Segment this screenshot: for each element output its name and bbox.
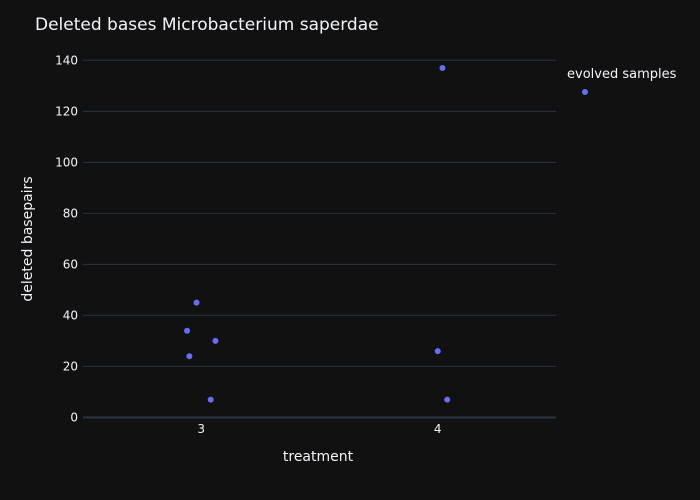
y-tick-label: 0 (70, 410, 78, 424)
y-axis-title: deleted basepairs (20, 176, 36, 301)
data-point[interactable] (439, 64, 446, 71)
y-tick-label: 140 (55, 53, 78, 67)
y-tick-label: 60 (63, 257, 78, 271)
x-axis-title: treatment (283, 449, 354, 465)
data-points[interactable] (184, 64, 451, 403)
y-tick-label: 20 (63, 359, 78, 373)
y-tick-label: 120 (55, 104, 78, 118)
x-tick-label: 4 (434, 422, 442, 436)
data-point[interactable] (207, 396, 214, 403)
legend-marker (582, 89, 588, 95)
data-point[interactable] (434, 348, 441, 355)
chart-title: Deleted bases Microbacterium saperdae (35, 15, 379, 35)
legend[interactable]: evolved samples (567, 67, 677, 95)
y-tick-label: 80 (63, 206, 78, 220)
tick-labels: 0 20 40 60 80 100 120 140 3 4 (55, 53, 441, 436)
y-tick-label: 40 (63, 308, 78, 322)
data-point[interactable] (186, 353, 193, 360)
legend-label: evolved samples (567, 67, 677, 82)
data-point[interactable] (184, 327, 191, 334)
data-point[interactable] (212, 337, 219, 344)
data-point[interactable] (444, 396, 451, 403)
x-tick-label: 3 (197, 422, 205, 436)
gridlines (83, 59, 556, 419)
data-point[interactable] (193, 299, 200, 306)
y-tick-label: 100 (55, 155, 78, 169)
